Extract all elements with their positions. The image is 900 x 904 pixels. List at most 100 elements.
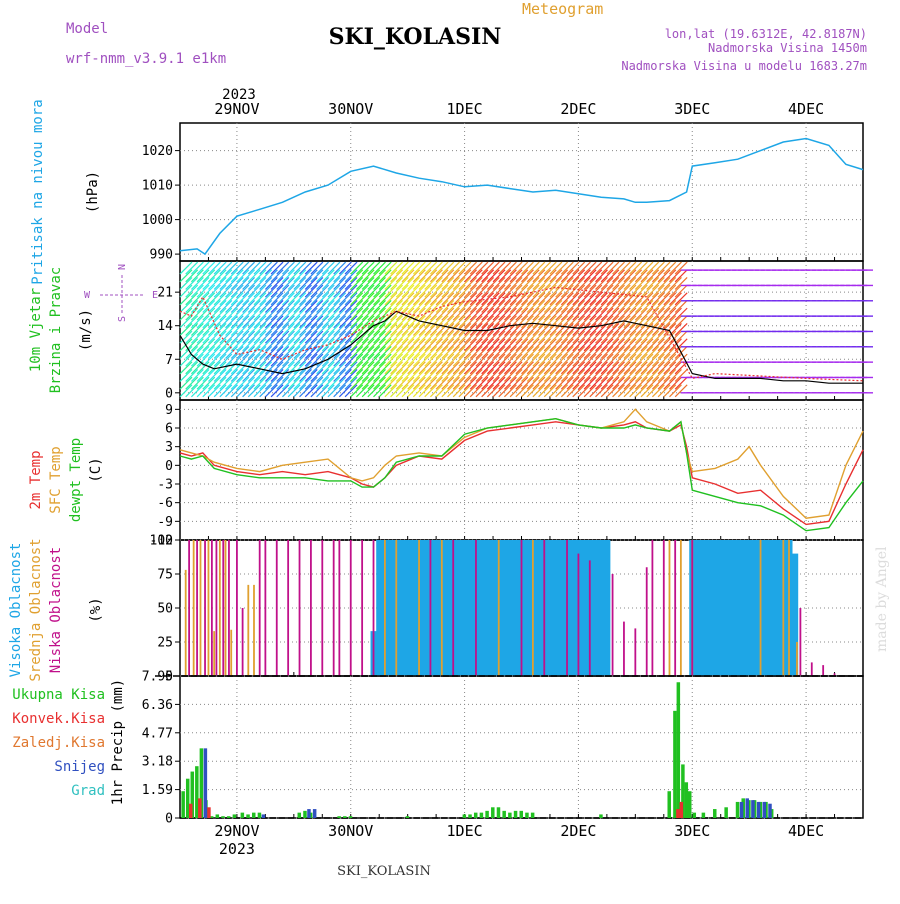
- wind-barb: [327, 307, 341, 321]
- wind-barb: [293, 277, 307, 290]
- wind-barb: [634, 284, 648, 298]
- wind-barb: [509, 323, 523, 336]
- precip-total-bar: [508, 812, 512, 818]
- wind-barb: [412, 376, 426, 390]
- wind-barb: [492, 376, 506, 390]
- wind-barb: [253, 261, 267, 275]
- wind-barb: [367, 307, 381, 321]
- wind-barb: [361, 361, 375, 375]
- wind-barb: [299, 284, 312, 298]
- wind-barb: [634, 346, 648, 359]
- wind-barb: [418, 384, 432, 398]
- wind-barb: [623, 307, 637, 321]
- wind-barb: [612, 330, 625, 344]
- year-label-top: 2023: [222, 87, 256, 103]
- wind-barb: [629, 277, 643, 290]
- wind-barb: [464, 346, 478, 359]
- wind-barb: [589, 269, 603, 283]
- wind-barb: [532, 292, 546, 306]
- wind-barb: [560, 261, 574, 275]
- wind-barb: [600, 300, 614, 313]
- wind-barb: [612, 284, 625, 298]
- meteogram-label: Meteogram: [522, 0, 603, 18]
- wind-barb: [412, 307, 426, 321]
- wind-barb: [538, 346, 551, 359]
- wind-barb: [282, 315, 295, 329]
- wind-barb: [282, 261, 295, 275]
- wind-barb: [612, 376, 625, 390]
- wind-barb: [378, 277, 392, 290]
- wind-barb: [646, 261, 660, 275]
- wind-barb: [401, 384, 415, 398]
- wind-barb: [629, 346, 643, 359]
- wind-barb: [424, 269, 438, 283]
- wind-barb: [185, 315, 199, 329]
- wind-barb: [674, 307, 688, 321]
- wind-barb: [185, 284, 199, 298]
- wind-barb: [617, 261, 631, 275]
- wind-barb: [259, 315, 273, 329]
- wind-barb: [521, 315, 534, 329]
- temperature-ytick-label: 3: [165, 440, 173, 455]
- wind-barb: [640, 330, 654, 344]
- precip-snow-bar: [745, 798, 749, 818]
- wind-barb: [475, 330, 489, 344]
- cloud-high-bar: [569, 540, 577, 676]
- wind-barb: [498, 330, 512, 344]
- wind-barb: [583, 300, 597, 313]
- wind-barb: [543, 300, 557, 313]
- wind-barb: [617, 269, 631, 283]
- wind-barb: [475, 277, 489, 290]
- wind-barb: [600, 292, 614, 306]
- precip-total-bar: [673, 710, 677, 818]
- wind-barb: [259, 261, 273, 275]
- wind-barb: [208, 261, 221, 275]
- wind-barb: [401, 369, 415, 382]
- wind-barb: [395, 292, 409, 306]
- wind-barb: [424, 307, 438, 321]
- wind-barb: [373, 323, 386, 336]
- wind-barb: [532, 346, 546, 359]
- wind-barb: [407, 284, 421, 298]
- precip-conv-bar: [207, 807, 211, 818]
- wind-barb: [566, 300, 580, 313]
- wind-barb: [509, 261, 523, 275]
- wind-barb: [498, 384, 512, 398]
- wind-barb: [190, 384, 204, 398]
- wind-barb: [486, 284, 500, 298]
- wind-barb: [663, 277, 677, 290]
- precip-total-bar: [185, 778, 190, 818]
- precip-snow-bar: [762, 801, 767, 818]
- wind-barb: [344, 361, 358, 375]
- wind-barb: [543, 292, 557, 306]
- wind-barb: [492, 300, 506, 313]
- wind-barb: [338, 346, 352, 359]
- wind-barb: [521, 277, 534, 290]
- wind-barb: [276, 323, 290, 336]
- precip-total-bar: [303, 810, 307, 818]
- wind-barb: [219, 346, 233, 359]
- wind-barb: [526, 384, 540, 398]
- wind-barb: [361, 307, 375, 321]
- wind-barb: [247, 269, 261, 283]
- wind-barb: [452, 346, 466, 359]
- wind-barb: [498, 338, 512, 352]
- wind-barb: [521, 323, 534, 336]
- wind-barb: [310, 346, 324, 359]
- wind-barb: [458, 261, 472, 275]
- precip-total-bar: [496, 807, 501, 818]
- wind-barb: [469, 284, 483, 298]
- wind-barb: [236, 269, 250, 283]
- wind-barb: [538, 384, 551, 398]
- pressure-unit-label: (hPa): [85, 171, 101, 213]
- wind-barb: [469, 384, 483, 398]
- wind-barb: [213, 307, 227, 321]
- wind-barb: [623, 353, 637, 367]
- wind-barb: [464, 292, 478, 306]
- wind-barb: [549, 284, 563, 298]
- wind-barb: [179, 361, 193, 375]
- wind-barb: [640, 384, 654, 398]
- wind-barb: [577, 376, 591, 390]
- wind-barb: [202, 307, 216, 321]
- cloud-high-bar: [478, 540, 486, 676]
